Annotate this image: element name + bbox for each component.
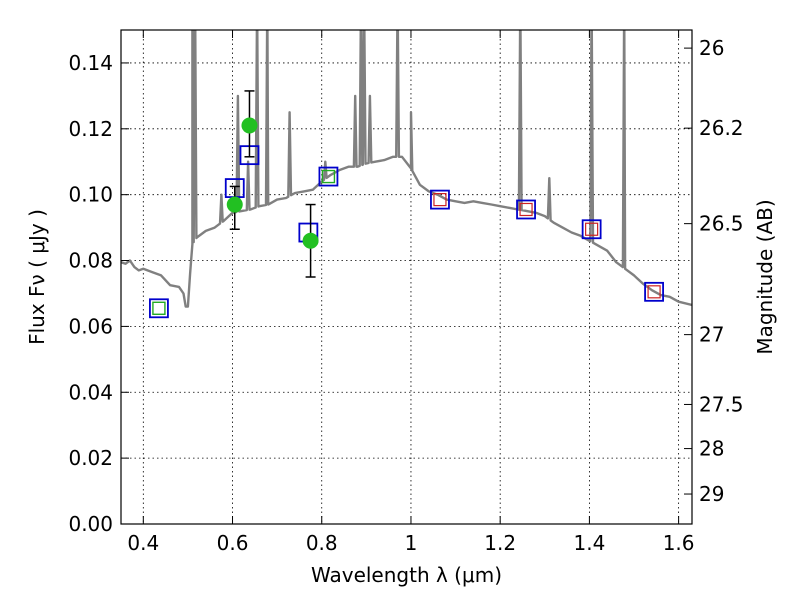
y-tick-label: 0.08 (68, 249, 113, 273)
model-box (644, 281, 664, 302)
mag-tick-label: 26.5 (699, 212, 744, 236)
grid (121, 30, 692, 525)
x-tick-label: 0.6 (217, 531, 249, 555)
model-box (581, 219, 602, 240)
plot-frame (120, 29, 693, 525)
y-tick-label: 0.06 (68, 314, 113, 338)
mag-tick-label: 27.5 (699, 392, 744, 416)
model-spectrum (121, 30, 692, 308)
model-photometry-boxes (149, 145, 664, 319)
y-tick-label: 0.14 (68, 51, 113, 75)
x-axis-label: Wavelength λ (μm) (311, 563, 502, 587)
model-box-inner-red (433, 193, 447, 207)
x-tick-label: 0.8 (306, 531, 338, 555)
mag-tick-label: 29 (699, 482, 724, 506)
spectrum-line (121, 30, 692, 308)
model-box (430, 189, 450, 210)
model-box-inner-green (321, 169, 336, 184)
y-tick-label: 0.12 (68, 117, 113, 141)
mag-tick-label: 26 (699, 36, 724, 60)
mag-tick-label: 27 (699, 323, 724, 347)
x-tick-label: 1.6 (663, 531, 695, 555)
x-tick-label: 1.4 (573, 531, 605, 555)
x-tick-label: 0.4 (127, 531, 159, 555)
y-tick-label: 0.10 (68, 183, 113, 207)
y-axis-label-right: Magnitude (AB) (753, 199, 777, 354)
model-box (318, 166, 339, 187)
observed-point (226, 196, 243, 213)
observed-point (302, 232, 319, 249)
y-tick-label: 0.02 (68, 446, 113, 470)
axis-ticks: 0.4 0.6 0.8 1 1.2 1.4 1.6 0.00 0.02 0.04 0.06 0.08 0… (68, 30, 744, 555)
mag-tick-label: 26.2 (699, 116, 744, 140)
y-axis-label-left: Flux Fν ( μJy ) (25, 209, 49, 345)
x-tick-label: 1.2 (484, 531, 516, 555)
model-box-inner-red (519, 202, 533, 217)
y-tick-label: 0.00 (68, 512, 113, 536)
mag-tick-label: 28 (699, 437, 724, 461)
y-tick-label: 0.04 (68, 380, 113, 404)
model-box-inner-red (585, 222, 599, 236)
x-tick-label: 1 (405, 531, 418, 555)
model-box (149, 298, 169, 319)
model-box (516, 199, 536, 220)
observed-point (241, 117, 258, 134)
model-box-inner-red (647, 285, 661, 299)
observed-photometry (226, 90, 319, 278)
model-box-inner-green (152, 301, 166, 315)
